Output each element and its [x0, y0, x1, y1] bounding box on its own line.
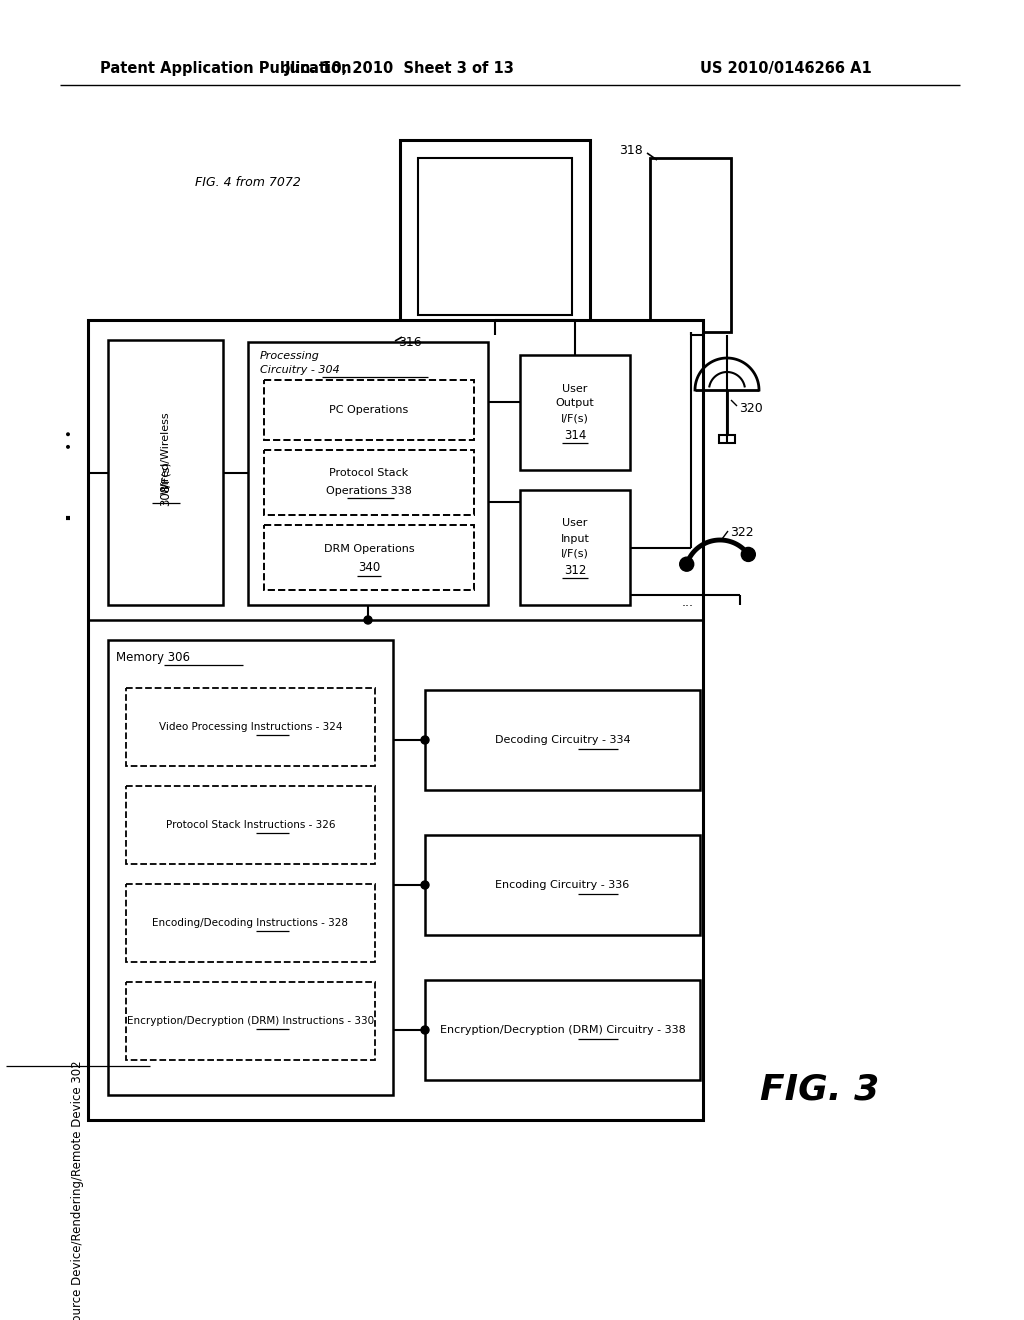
Text: US 2010/0146266 A1: US 2010/0146266 A1 — [700, 61, 871, 75]
Text: Protocol Stack: Protocol Stack — [330, 467, 409, 478]
Circle shape — [421, 737, 429, 744]
Bar — [705, 162, 726, 180]
Text: Output: Output — [556, 399, 594, 408]
Bar — [108, 341, 223, 605]
Text: I/F(s): I/F(s) — [161, 461, 171, 488]
Bar — [680, 268, 701, 285]
Text: Decoding Circuitry - 334: Decoding Circuitry - 334 — [495, 735, 631, 744]
Bar — [520, 490, 630, 605]
Bar — [418, 158, 572, 315]
Bar — [126, 688, 375, 766]
Text: FIG. 3: FIG. 3 — [761, 1073, 880, 1107]
Text: Encryption/Decryption (DRM) Circuitry - 338: Encryption/Decryption (DRM) Circuitry - … — [439, 1026, 685, 1035]
Text: Jun. 10, 2010  Sheet 3 of 13: Jun. 10, 2010 Sheet 3 of 13 — [285, 61, 515, 75]
Bar — [520, 355, 630, 470]
Bar — [705, 183, 726, 201]
Circle shape — [421, 880, 429, 888]
Circle shape — [680, 557, 693, 572]
Bar — [680, 310, 701, 327]
Text: Operations 338: Operations 338 — [326, 486, 412, 495]
Text: 322: 322 — [730, 527, 754, 540]
Text: User: User — [562, 384, 588, 393]
Text: 314: 314 — [564, 429, 586, 442]
Bar — [655, 310, 676, 327]
Bar — [655, 268, 676, 285]
Bar — [680, 205, 701, 222]
Bar — [705, 247, 726, 264]
Text: DRM Operations: DRM Operations — [324, 544, 415, 553]
Text: I/F(s): I/F(s) — [561, 549, 589, 558]
Text: 308: 308 — [159, 483, 172, 506]
Bar — [705, 226, 726, 243]
Text: Protocol Stack Instructions - 326: Protocol Stack Instructions - 326 — [166, 820, 335, 830]
Text: 312: 312 — [564, 564, 586, 577]
Bar — [650, 158, 731, 333]
Circle shape — [741, 548, 756, 561]
Text: Encoding Circuitry - 336: Encoding Circuitry - 336 — [496, 880, 630, 890]
Bar — [126, 982, 375, 1060]
Text: 316: 316 — [398, 337, 422, 350]
Text: Encryption/Decryption (DRM) Instructions - 330: Encryption/Decryption (DRM) Instructions… — [127, 1016, 374, 1026]
Bar — [680, 226, 701, 243]
Circle shape — [421, 1026, 429, 1034]
Bar — [425, 836, 700, 935]
Bar — [719, 436, 735, 444]
Bar — [705, 289, 726, 306]
Bar — [264, 450, 474, 515]
Bar — [126, 785, 375, 865]
Text: Processing: Processing — [260, 351, 319, 360]
Text: PC Operations: PC Operations — [330, 405, 409, 414]
Bar — [655, 162, 676, 180]
Text: Input: Input — [560, 533, 590, 544]
Bar — [126, 884, 375, 962]
Text: Source Device/Rendering/Remote Device 302: Source Device/Rendering/Remote Device 30… — [72, 1060, 85, 1320]
Circle shape — [364, 616, 372, 624]
Text: Circuitry - 304: Circuitry - 304 — [260, 366, 340, 375]
Bar — [108, 640, 393, 1096]
Bar — [400, 140, 590, 335]
Bar — [425, 979, 700, 1080]
Bar — [680, 183, 701, 201]
Bar — [705, 268, 726, 285]
Text: 340: 340 — [357, 561, 380, 574]
Bar — [88, 319, 703, 1119]
Bar — [680, 289, 701, 306]
Bar — [264, 380, 474, 440]
Bar — [655, 205, 676, 222]
Bar — [680, 247, 701, 264]
Bar — [680, 162, 701, 180]
Text: Video Processing Instructions - 324: Video Processing Instructions - 324 — [159, 722, 342, 733]
Bar — [655, 226, 676, 243]
Text: I/F(s): I/F(s) — [561, 413, 589, 424]
Text: User: User — [562, 519, 588, 528]
Text: ...: ... — [682, 597, 694, 610]
Text: FIG. 4 from 7072: FIG. 4 from 7072 — [195, 176, 301, 189]
Text: • •: • • — [63, 429, 77, 450]
Text: 320: 320 — [739, 401, 763, 414]
Bar — [655, 247, 676, 264]
Bar — [264, 525, 474, 590]
Bar — [705, 205, 726, 222]
Text: 318: 318 — [620, 144, 643, 157]
Bar — [655, 183, 676, 201]
Text: Memory 306: Memory 306 — [116, 652, 190, 664]
Bar — [425, 690, 700, 789]
Bar — [655, 289, 676, 306]
Bar — [705, 310, 726, 327]
Text: Wired/Wireless: Wired/Wireless — [161, 412, 171, 494]
Bar — [248, 342, 488, 605]
Text: Patent Application Publication: Patent Application Publication — [100, 61, 351, 75]
Text: Encoding/Decoding Instructions - 328: Encoding/Decoding Instructions - 328 — [153, 917, 348, 928]
